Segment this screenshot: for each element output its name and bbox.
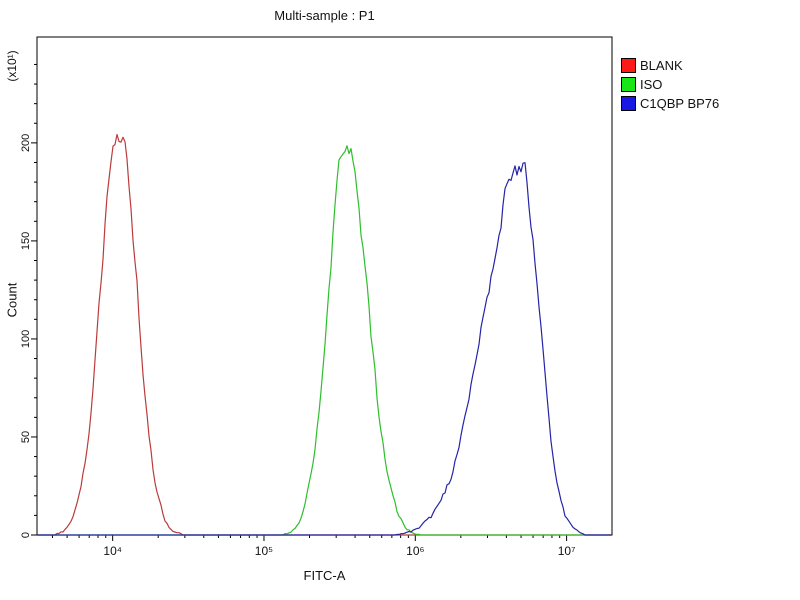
chart-title: Multi-sample : P1 bbox=[274, 8, 375, 23]
legend-item-label: ISO bbox=[640, 77, 663, 92]
curve-iso bbox=[37, 145, 611, 536]
legend-item-iso: ISO bbox=[621, 77, 719, 92]
y-tick-label: 200 bbox=[20, 134, 32, 152]
x-tick-label: 10⁶ bbox=[406, 544, 424, 558]
y-axis-unit-label: (x10¹) bbox=[5, 50, 19, 82]
legend-item-label: BLANK bbox=[640, 58, 683, 73]
x-tick-label: 10⁴ bbox=[103, 544, 122, 558]
plot-border bbox=[36, 36, 613, 536]
y-tick-label: 0 bbox=[20, 532, 32, 538]
legend-item-blank: BLANK bbox=[621, 58, 719, 73]
curve-c1qbp-bp76 bbox=[37, 162, 611, 536]
y-tick-label: 100 bbox=[20, 330, 32, 348]
x-tick-label: 10⁵ bbox=[255, 544, 273, 558]
y-tick-label: 150 bbox=[20, 232, 32, 250]
legend-swatch-c1qbp bbox=[621, 96, 636, 111]
legend-item-c1qbp: C1QBP BP76 bbox=[621, 96, 719, 111]
x-tick-label: 10⁷ bbox=[558, 544, 576, 558]
legend-item-label: C1QBP BP76 bbox=[640, 96, 720, 111]
curve-blank bbox=[37, 133, 611, 536]
x-axis-label: FITC-A bbox=[303, 568, 346, 583]
legend-swatch-iso bbox=[621, 77, 636, 92]
legend: BLANK ISO C1QBP BP76 bbox=[621, 58, 719, 115]
y-axis-label: Count bbox=[4, 282, 20, 318]
legend-swatch-blank bbox=[621, 58, 636, 73]
y-tick-label: 50 bbox=[20, 431, 32, 443]
